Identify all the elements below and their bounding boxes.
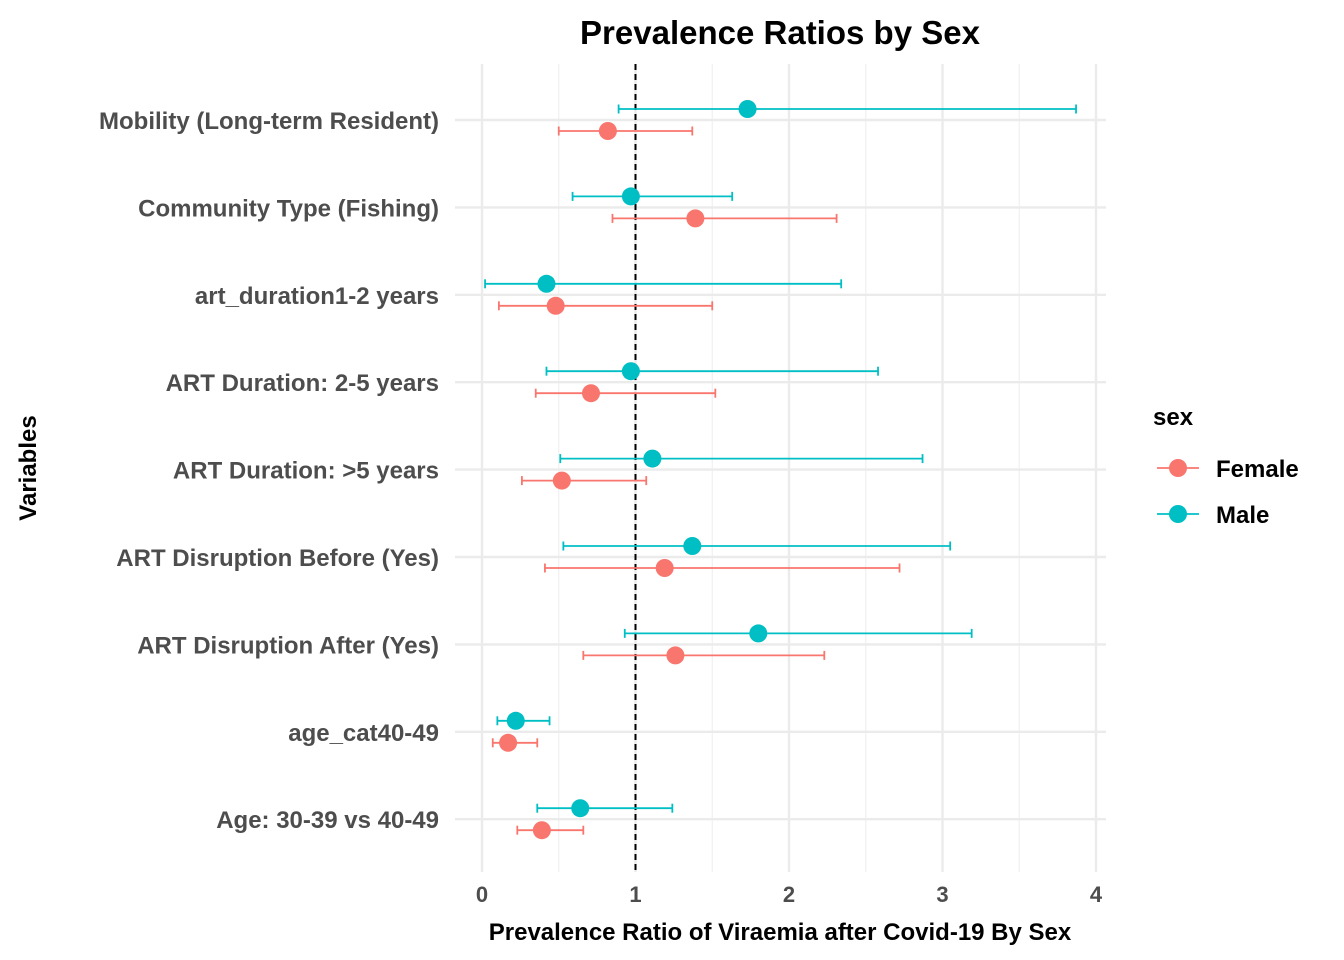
- data-point: [506, 711, 525, 730]
- data-point: [666, 646, 685, 665]
- x-tick-label: 3: [936, 882, 948, 907]
- legend-items: Female Male: [1157, 456, 1299, 529]
- x-tick-label: 0: [476, 882, 488, 907]
- legend-label: Male: [1216, 502, 1269, 529]
- data-point: [581, 384, 600, 403]
- y-axis-title: Variables: [15, 415, 42, 520]
- data-point: [499, 733, 518, 752]
- data-point: [546, 296, 565, 315]
- data-point: [738, 100, 757, 118]
- y-tick-label: Community Type (Fishing): [138, 195, 439, 222]
- legend-item-male: Male: [1157, 502, 1269, 529]
- x-tick-label: 4: [1090, 882, 1103, 907]
- y-tick-label: art_duration1-2 years: [195, 283, 439, 310]
- data-point: [621, 187, 640, 206]
- legend-item-female: Female: [1157, 456, 1299, 483]
- series-male: [484, 100, 1077, 818]
- series-female: [491, 122, 901, 840]
- y-tick-label: ART Disruption Before (Yes): [116, 545, 439, 572]
- data-point: [686, 209, 705, 228]
- y-tick-label: ART Duration: >5 years: [173, 458, 439, 485]
- data-point: [537, 274, 556, 293]
- y-tick-label: ART Disruption After (Yes): [137, 632, 439, 659]
- y-tick-label: Age: 30-39 vs 40-49: [216, 807, 439, 834]
- x-tick-labels: 0 1 2 3 4: [476, 882, 1103, 907]
- legend-title: sex: [1153, 404, 1194, 431]
- y-tick-label: Mobility (Long-term Resident): [99, 108, 439, 135]
- legend-key-point: [1169, 505, 1187, 523]
- legend-label: Female: [1216, 456, 1299, 483]
- x-tick-label: 1: [629, 882, 641, 907]
- legend: sex Female Male: [1153, 404, 1299, 529]
- y-tick-label: age_cat40-49: [288, 720, 439, 747]
- data-marks: [484, 100, 1077, 840]
- category-labels: Mobility (Long-term Resident) Community T…: [99, 108, 439, 834]
- x-tick-label: 2: [783, 882, 795, 907]
- data-point: [683, 537, 702, 555]
- data-point: [598, 122, 617, 140]
- grid-lines: [455, 64, 1106, 872]
- data-point: [532, 821, 551, 840]
- data-point: [621, 362, 640, 381]
- y-tick-label: ART Duration: 2-5 years: [166, 370, 439, 397]
- x-axis-title: Prevalence Ratio of Viraemia after Covid…: [489, 919, 1072, 946]
- data-point: [571, 799, 590, 818]
- legend-key-point: [1169, 459, 1187, 477]
- data-point: [643, 449, 662, 468]
- data-point: [655, 559, 674, 577]
- chart-title: Prevalence Ratios by Sex: [580, 14, 981, 51]
- data-point: [552, 471, 571, 490]
- data-point: [749, 624, 768, 643]
